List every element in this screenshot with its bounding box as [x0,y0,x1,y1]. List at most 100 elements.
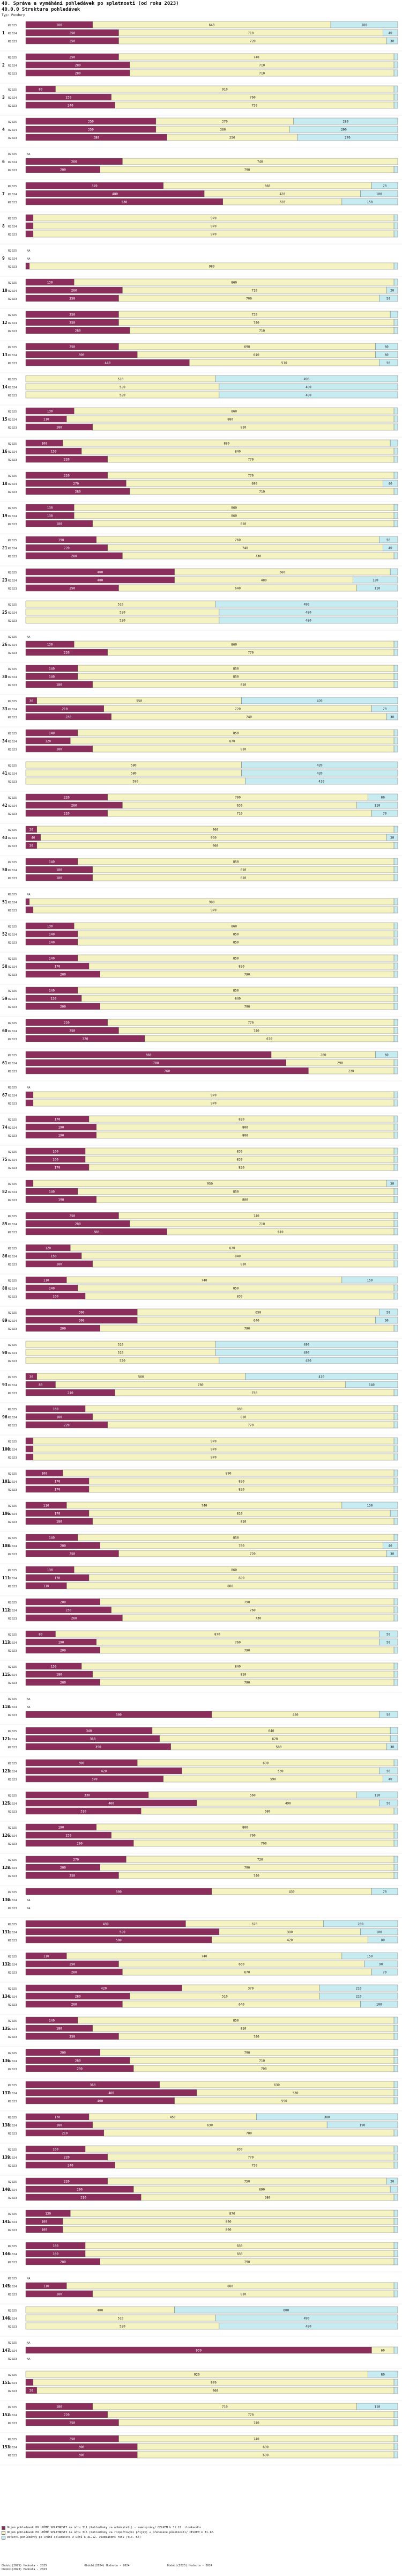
data-label: 730 [251,313,257,317]
data-label: 290 [77,1842,83,1846]
data-label: 970 [211,909,217,912]
data-label: 110 [374,2405,380,2409]
data-label: 70 [383,1890,387,1894]
data-label: 750 [251,1392,257,1395]
data-label: 740 [202,1955,207,1959]
data-label: 880 [227,1585,233,1588]
period-label: R2024 [8,1255,17,1258]
data-label: 310 [80,1810,86,1814]
data-label: 80 [39,1633,43,1637]
bar-segment [393,69,398,77]
period-label: R2023 [8,394,17,398]
data-label: 40 [389,1778,393,1782]
period-label: R2024 [8,676,17,679]
period-label: R2025 [8,1022,17,1025]
data-label: 970 [211,225,217,229]
data-label: 50 [386,1311,391,1315]
bar-segment [393,2049,398,2056]
data-label: 370 [248,1987,254,1991]
data-label: 890 [226,2220,232,2224]
bar-segment [386,1550,398,1557]
period-label: R2023 [8,684,17,687]
period-label: R2025 [8,1666,17,1669]
period-label: R2024 [8,740,17,744]
bar-segment [393,1123,398,1131]
period-label: R2023 [8,105,17,108]
data-label: 580 [276,1746,281,1749]
bar-segment [393,166,398,173]
period-label: R2023 [8,2422,17,2425]
period-label: R2024 [8,2092,17,2095]
bar-segment [393,262,398,270]
data-label: 850 [233,675,239,679]
data-label: 880 [227,2285,233,2288]
group-label: 139 [2,2155,10,2160]
bar-segment [393,1646,398,1654]
bar-segment [393,488,398,495]
period-label: R2024 [8,708,17,711]
bar-segment [393,898,398,906]
data-label: 270 [345,136,351,140]
data-label: 240 [68,104,73,108]
data-label: 30 [29,844,34,848]
data-label: 220 [64,547,70,550]
bar-segment [393,2226,398,2233]
bar-segment [25,1445,34,1453]
bar-segment [386,2177,398,2185]
bar-segment [241,697,398,704]
data-label: 70 [383,812,387,816]
data-label: 150 [367,1279,373,1283]
na-label: NA [27,249,31,253]
period-label: R2023 [8,2261,17,2264]
group-label: 58 [2,964,8,969]
data-label: 830 [237,2244,243,2248]
bar-segment [393,2057,398,2064]
bar-segment [393,673,398,680]
period-label: R2024 [8,579,17,583]
period-label: R2025 [8,1183,17,1186]
group-label: 19 [2,513,8,518]
period-label: R2025 [8,1827,17,1830]
bar-segment [393,2218,398,2225]
data-label: 370 [92,1778,98,1782]
bar-segment [393,85,398,93]
data-label: 560 [265,185,271,188]
data-label: 690 [263,1762,269,1765]
group-label: 85 [2,1221,8,1226]
data-label: 290 [77,2188,83,2192]
data-label: 290 [77,2067,83,2071]
period-label: R2024 [8,2189,17,2192]
group-label: 18 [2,481,8,486]
data-label: 690 [259,2188,265,2192]
data-label: 150 [51,450,57,454]
period-label: R2023 [8,1328,17,1331]
data-label: 590 [132,780,138,784]
data-label: 810 [241,522,247,526]
bar-segment [390,311,398,318]
bar-segment [371,1888,398,1895]
bar-segment [393,2145,398,2153]
data-label: 280 [75,1995,81,1999]
data-label: 820 [239,1577,244,1580]
data-label: 930 [211,836,217,840]
data-label: 590 [281,2100,287,2103]
period-label: R2023 [8,2358,17,2361]
data-label: 530 [278,1770,284,1773]
legend-swatch-series-2 [2,2531,5,2535]
group-label: 115 [2,1672,10,1677]
group-label: 100 [2,1447,10,1452]
data-label: 580 [279,571,285,575]
data-label: 870 [229,740,235,744]
data-label: 30 [390,1182,394,1186]
data-label: 790 [244,1601,250,1605]
data-label: 490 [304,603,310,607]
bar-segment [393,319,398,326]
data-label: 420 [287,1939,293,1942]
data-label: 150 [51,1665,57,1669]
data-label: 850 [233,667,239,671]
group-label: 131 [2,1930,10,1934]
bar-segment [25,1091,34,1099]
data-label: 480 [306,394,311,398]
group-label: 111 [2,1576,10,1580]
bar-segment [122,158,398,165]
